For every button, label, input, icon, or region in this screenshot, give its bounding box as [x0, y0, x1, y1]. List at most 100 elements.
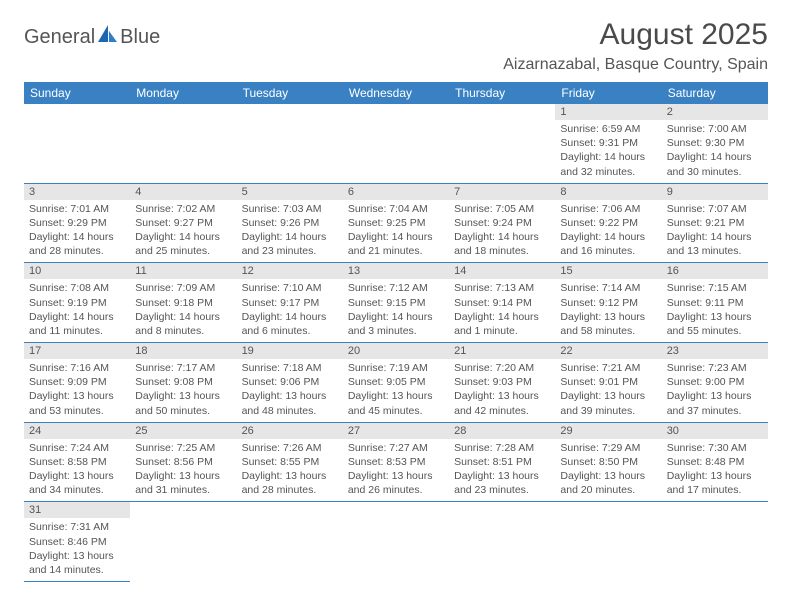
calendar-day-cell: 27Sunrise: 7:27 AMSunset: 8:53 PMDayligh…	[343, 422, 449, 502]
daylight-text-1: Daylight: 14 hours	[242, 230, 338, 244]
daylight-text-1: Daylight: 14 hours	[135, 230, 231, 244]
sunrise-text: Sunrise: 7:23 AM	[667, 361, 763, 375]
sunset-text: Sunset: 9:27 PM	[135, 216, 231, 230]
sunrise-text: Sunrise: 7:07 AM	[667, 202, 763, 216]
sunrise-text: Sunrise: 7:02 AM	[135, 202, 231, 216]
day-number: 27	[343, 423, 449, 439]
calendar-week-row: 3Sunrise: 7:01 AMSunset: 9:29 PMDaylight…	[24, 183, 768, 263]
day-number: 31	[24, 502, 130, 518]
sunset-text: Sunset: 9:29 PM	[29, 216, 125, 230]
calendar-day-cell: 30Sunrise: 7:30 AMSunset: 8:48 PMDayligh…	[662, 422, 768, 502]
daylight-text-1: Daylight: 13 hours	[29, 469, 125, 483]
calendar-empty-cell	[237, 502, 343, 582]
sunrise-text: Sunrise: 7:15 AM	[667, 281, 763, 295]
daylight-text-2: and 16 minutes.	[560, 244, 656, 258]
daylight-text-2: and 6 minutes.	[242, 324, 338, 338]
daylight-text-1: Daylight: 13 hours	[135, 469, 231, 483]
day-details: Sunrise: 7:30 AMSunset: 8:48 PMDaylight:…	[662, 439, 768, 502]
daylight-text-2: and 34 minutes.	[29, 483, 125, 497]
calendar-day-cell: 25Sunrise: 7:25 AMSunset: 8:56 PMDayligh…	[130, 422, 236, 502]
day-number: 5	[237, 184, 343, 200]
calendar-day-cell: 31Sunrise: 7:31 AMSunset: 8:46 PMDayligh…	[24, 502, 130, 582]
day-details: Sunrise: 7:13 AMSunset: 9:14 PMDaylight:…	[449, 279, 555, 342]
daylight-text-1: Daylight: 13 hours	[242, 469, 338, 483]
sunset-text: Sunset: 9:15 PM	[348, 296, 444, 310]
daylight-text-2: and 11 minutes.	[29, 324, 125, 338]
sunset-text: Sunset: 9:08 PM	[135, 375, 231, 389]
day-number: 11	[130, 263, 236, 279]
logo-text-2: Blue	[120, 26, 160, 49]
weekday-header: Monday	[130, 82, 236, 104]
day-details: Sunrise: 7:10 AMSunset: 9:17 PMDaylight:…	[237, 279, 343, 342]
daylight-text-1: Daylight: 13 hours	[560, 310, 656, 324]
sunset-text: Sunset: 8:55 PM	[242, 455, 338, 469]
sunset-text: Sunset: 9:18 PM	[135, 296, 231, 310]
daylight-text-1: Daylight: 14 hours	[29, 310, 125, 324]
daylight-text-2: and 25 minutes.	[135, 244, 231, 258]
day-details: Sunrise: 7:18 AMSunset: 9:06 PMDaylight:…	[237, 359, 343, 422]
sunrise-text: Sunrise: 7:19 AM	[348, 361, 444, 375]
day-number: 18	[130, 343, 236, 359]
sunrise-text: Sunrise: 7:05 AM	[454, 202, 550, 216]
day-number: 13	[343, 263, 449, 279]
day-details: Sunrise: 7:15 AMSunset: 9:11 PMDaylight:…	[662, 279, 768, 342]
day-details: Sunrise: 7:23 AMSunset: 9:00 PMDaylight:…	[662, 359, 768, 422]
month-title: August 2025	[503, 18, 768, 52]
calendar-day-cell: 9Sunrise: 7:07 AMSunset: 9:21 PMDaylight…	[662, 183, 768, 263]
weekday-header: Friday	[555, 82, 661, 104]
sunset-text: Sunset: 9:00 PM	[667, 375, 763, 389]
sunset-text: Sunset: 9:26 PM	[242, 216, 338, 230]
day-number: 4	[130, 184, 236, 200]
sunrise-text: Sunrise: 7:08 AM	[29, 281, 125, 295]
day-number: 22	[555, 343, 661, 359]
sunrise-text: Sunrise: 7:00 AM	[667, 122, 763, 136]
daylight-text-1: Daylight: 13 hours	[242, 389, 338, 403]
day-number: 21	[449, 343, 555, 359]
sunrise-text: Sunrise: 7:06 AM	[560, 202, 656, 216]
calendar-empty-cell	[130, 104, 236, 183]
weekday-header: Thursday	[449, 82, 555, 104]
day-details: Sunrise: 7:14 AMSunset: 9:12 PMDaylight:…	[555, 279, 661, 342]
calendar-day-cell: 4 Sunrise: 7:02 AMSunset: 9:27 PMDaylight…	[130, 183, 236, 263]
sunrise-text: Sunrise: 7:12 AM	[348, 281, 444, 295]
sunset-text: Sunset: 9:19 PM	[29, 296, 125, 310]
daylight-text-1: Daylight: 13 hours	[454, 389, 550, 403]
sunrise-text: Sunrise: 7:03 AM	[242, 202, 338, 216]
daylight-text-1: Daylight: 14 hours	[135, 310, 231, 324]
sunset-text: Sunset: 9:03 PM	[454, 375, 550, 389]
calendar-day-cell: 11Sunrise: 7:09 AMSunset: 9:18 PMDayligh…	[130, 263, 236, 343]
sunrise-text: Sunrise: 7:24 AM	[29, 441, 125, 455]
calendar-day-cell: 16Sunrise: 7:15 AMSunset: 9:11 PMDayligh…	[662, 263, 768, 343]
daylight-text-1: Daylight: 14 hours	[242, 310, 338, 324]
daylight-text-1: Daylight: 14 hours	[29, 230, 125, 244]
daylight-text-2: and 55 minutes.	[667, 324, 763, 338]
daylight-text-1: Daylight: 14 hours	[348, 310, 444, 324]
weekday-header: Wednesday	[343, 82, 449, 104]
daylight-text-2: and 23 minutes.	[454, 483, 550, 497]
calendar-empty-cell	[343, 104, 449, 183]
sail-icon	[96, 24, 118, 50]
calendar-week-row: 24Sunrise: 7:24 AMSunset: 8:58 PMDayligh…	[24, 422, 768, 502]
sunrise-text: Sunrise: 7:29 AM	[560, 441, 656, 455]
daylight-text-2: and 14 minutes.	[29, 563, 125, 577]
daylight-text-2: and 17 minutes.	[667, 483, 763, 497]
daylight-text-2: and 30 minutes.	[667, 165, 763, 179]
daylight-text-2: and 1 minute.	[454, 324, 550, 338]
calendar-day-cell: 20Sunrise: 7:19 AMSunset: 9:05 PMDayligh…	[343, 343, 449, 423]
day-details: Sunrise: 7:31 AMSunset: 8:46 PMDaylight:…	[24, 518, 130, 581]
sunrise-text: Sunrise: 6:59 AM	[560, 122, 656, 136]
daylight-text-2: and 32 minutes.	[560, 165, 656, 179]
calendar-day-cell: 2Sunrise: 7:00 AMSunset: 9:30 PMDaylight…	[662, 104, 768, 183]
sunset-text: Sunset: 9:05 PM	[348, 375, 444, 389]
daylight-text-1: Daylight: 13 hours	[560, 389, 656, 403]
daylight-text-2: and 26 minutes.	[348, 483, 444, 497]
daylight-text-2: and 42 minutes.	[454, 404, 550, 418]
sunrise-text: Sunrise: 7:10 AM	[242, 281, 338, 295]
sunrise-text: Sunrise: 7:31 AM	[29, 520, 125, 534]
calendar-empty-cell	[343, 502, 449, 582]
day-number: 7	[449, 184, 555, 200]
day-details: Sunrise: 7:21 AMSunset: 9:01 PMDaylight:…	[555, 359, 661, 422]
location-text: Aizarnazabal, Basque Country, Spain	[503, 56, 768, 74]
calendar-week-row: 10Sunrise: 7:08 AMSunset: 9:19 PMDayligh…	[24, 263, 768, 343]
logo: General Blue	[24, 18, 160, 50]
